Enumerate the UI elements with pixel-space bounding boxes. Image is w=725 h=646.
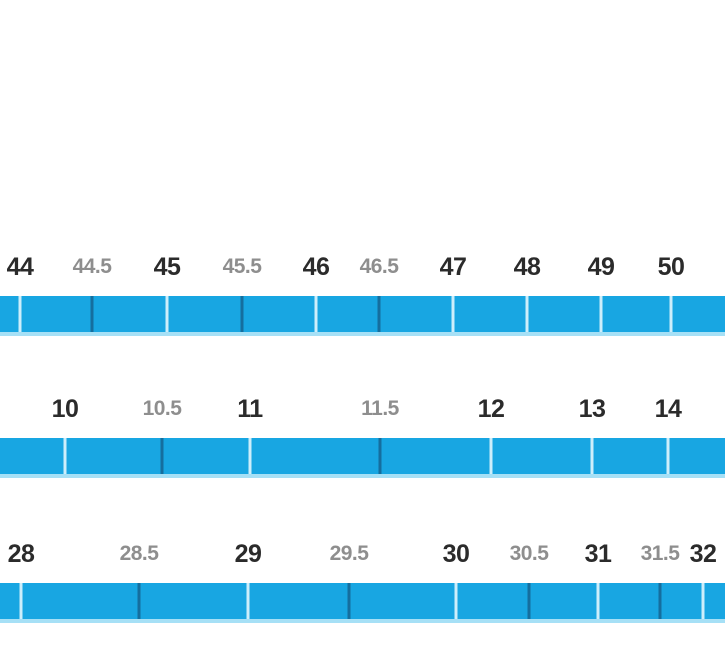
size-scale-row-2-tick: [489, 438, 493, 474]
size-scale-row-1-label: 45.5: [222, 255, 262, 278]
size-scale-row-2-label: 10: [51, 395, 79, 423]
size-scale-row-1-label: 49: [587, 253, 615, 281]
size-scale-row-1-label: 48: [513, 253, 541, 281]
size-scale-row-3-label: 30: [442, 540, 470, 568]
size-scale-row-3-tick: [701, 583, 705, 619]
size-scale-row-2-tick: [248, 438, 252, 474]
size-scale-row-2-bottom-edge: [0, 474, 725, 478]
size-scale-row-2-label: 11: [237, 395, 263, 423]
size-scale-row-3-tick: [454, 583, 458, 619]
size-scale-row-3-tick: [347, 583, 351, 619]
size-scale-row-1-label: 46.5: [359, 255, 399, 278]
size-scale-row-3-label: 28.5: [119, 542, 159, 565]
size-scale-row-1-label: 44: [6, 253, 34, 281]
size-scale-row-1-tick: [314, 296, 318, 332]
size-scale-row-1-label: 47: [439, 253, 467, 281]
size-scale-row-3-tick: [137, 583, 141, 619]
size-scale-row-3-bar: [0, 583, 725, 623]
size-scale-row-1-bottom-edge: [0, 332, 725, 336]
size-scale-row-2-tick: [378, 438, 382, 474]
size-scale-row-1-tick: [525, 296, 529, 332]
size-scale-row-2-tick: [63, 438, 67, 474]
size-scale-row-1-tick: [165, 296, 169, 332]
size-scale-row-3-tick: [19, 583, 23, 619]
size-scale-row-2-label: 14: [654, 395, 682, 423]
size-scale-row-3-tick: [246, 583, 250, 619]
size-scale-row-3-label: 32: [689, 540, 717, 568]
size-scale-row-3-label: 29.5: [329, 542, 369, 565]
size-scale-row-1-tick: [669, 296, 673, 332]
size-scale-row-3-label: 30.5: [509, 542, 549, 565]
size-scale-row-1-label: 50: [657, 253, 685, 281]
size-scale-row-2-label: 13: [578, 395, 606, 423]
size-scale-row-1-tick: [451, 296, 455, 332]
size-scale-row-1-label: 45: [153, 253, 181, 281]
size-scale-row-2-label: 10.5: [142, 397, 182, 420]
size-scale-row-3-label: 31: [584, 540, 612, 568]
size-scale-row-1-label: 44.5: [72, 255, 112, 278]
size-scale-row-2-tick: [666, 438, 670, 474]
size-scale-row-1-tick: [377, 296, 381, 332]
size-scale-row-1-tick: [599, 296, 603, 332]
size-scale-row-1-tick: [90, 296, 94, 332]
size-scale-row-2-label: 12: [477, 395, 505, 423]
size-scale-row-3-label: 28: [7, 540, 35, 568]
size-scale-row-2-tick: [590, 438, 594, 474]
size-scale-row-1-tick: [18, 296, 22, 332]
size-scale-row-1-bar: [0, 296, 725, 336]
size-scale-row-1-tick: [240, 296, 244, 332]
size-scale-row-3-tick: [596, 583, 600, 619]
size-scale-row-2-tick: [160, 438, 164, 474]
size-scale-row-3-tick: [658, 583, 662, 619]
size-scale-row-3-tick: [527, 583, 531, 619]
size-scale-row-2-bar: [0, 438, 725, 478]
size-scale-row-3-bottom-edge: [0, 619, 725, 623]
size-scale-row-3-label: 31.5: [640, 542, 680, 565]
size-scale-row-1-label: 46: [302, 253, 330, 281]
size-scale-row-3-label: 29: [234, 540, 262, 568]
size-scale-row-2-label: 11.5: [361, 397, 399, 420]
